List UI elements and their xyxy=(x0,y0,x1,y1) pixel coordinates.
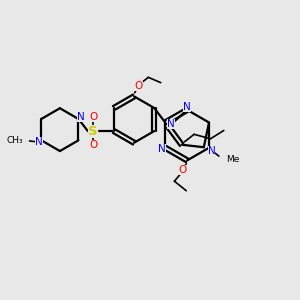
Text: Me: Me xyxy=(226,155,239,164)
Text: O: O xyxy=(89,112,97,122)
Text: N: N xyxy=(77,112,85,122)
Text: N: N xyxy=(35,137,43,147)
Text: CH₃: CH₃ xyxy=(7,136,23,146)
Text: N: N xyxy=(167,119,175,129)
Text: S: S xyxy=(88,124,98,138)
Text: N: N xyxy=(158,144,166,154)
Text: N: N xyxy=(208,146,215,156)
Text: O: O xyxy=(134,81,142,91)
Text: N: N xyxy=(183,103,191,112)
Text: O: O xyxy=(178,165,187,175)
Text: O: O xyxy=(89,140,97,150)
